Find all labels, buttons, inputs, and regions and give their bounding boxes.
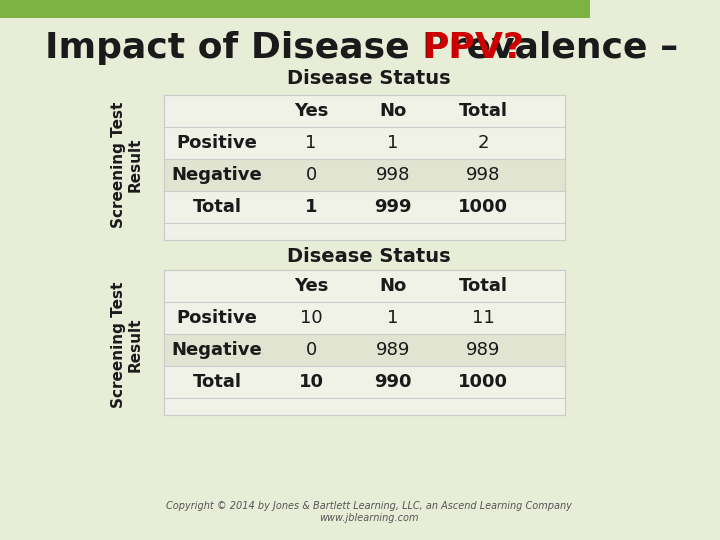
Text: PPV?: PPV? bbox=[423, 31, 524, 65]
Text: 1000: 1000 bbox=[458, 198, 508, 216]
Text: Total: Total bbox=[459, 102, 508, 120]
Text: 989: 989 bbox=[376, 341, 410, 359]
Text: 1: 1 bbox=[305, 134, 317, 152]
Text: Screening Test
Result: Screening Test Result bbox=[111, 102, 143, 228]
Text: Total: Total bbox=[459, 277, 508, 295]
Text: 2: 2 bbox=[477, 134, 489, 152]
FancyBboxPatch shape bbox=[163, 334, 565, 366]
Text: Negative: Negative bbox=[171, 166, 262, 184]
Text: 998: 998 bbox=[376, 166, 410, 184]
Text: No: No bbox=[379, 277, 407, 295]
Text: 10: 10 bbox=[299, 373, 323, 391]
Text: 999: 999 bbox=[374, 198, 412, 216]
Text: Screening Test
Result: Screening Test Result bbox=[111, 282, 143, 408]
Text: Disease Status: Disease Status bbox=[287, 69, 450, 87]
Text: Total: Total bbox=[192, 198, 241, 216]
Text: 989: 989 bbox=[466, 341, 500, 359]
FancyBboxPatch shape bbox=[163, 95, 565, 240]
Text: Positive: Positive bbox=[176, 134, 258, 152]
Text: Positive: Positive bbox=[176, 309, 258, 327]
FancyBboxPatch shape bbox=[0, 0, 590, 18]
Text: 10: 10 bbox=[300, 309, 323, 327]
FancyBboxPatch shape bbox=[163, 270, 565, 415]
Text: Negative: Negative bbox=[171, 341, 262, 359]
Text: 1: 1 bbox=[387, 134, 399, 152]
Text: Total: Total bbox=[192, 373, 241, 391]
Text: 1: 1 bbox=[305, 198, 318, 216]
Text: 11: 11 bbox=[472, 309, 495, 327]
Text: Yes: Yes bbox=[294, 277, 328, 295]
Text: 1000: 1000 bbox=[458, 373, 508, 391]
Text: 0: 0 bbox=[305, 341, 317, 359]
Text: Yes: Yes bbox=[294, 102, 328, 120]
FancyBboxPatch shape bbox=[163, 159, 565, 191]
Text: 1: 1 bbox=[387, 309, 399, 327]
Text: Impact of Disease Prevalence –: Impact of Disease Prevalence – bbox=[45, 31, 691, 65]
Text: Disease Status: Disease Status bbox=[287, 247, 450, 267]
Text: 990: 990 bbox=[374, 373, 412, 391]
Text: No: No bbox=[379, 102, 407, 120]
Text: 998: 998 bbox=[466, 166, 500, 184]
Text: Copyright © 2014 by Jones & Bartlett Learning, LLC, an Ascend Learning Company
w: Copyright © 2014 by Jones & Bartlett Lea… bbox=[166, 501, 572, 523]
Text: 0: 0 bbox=[305, 166, 317, 184]
